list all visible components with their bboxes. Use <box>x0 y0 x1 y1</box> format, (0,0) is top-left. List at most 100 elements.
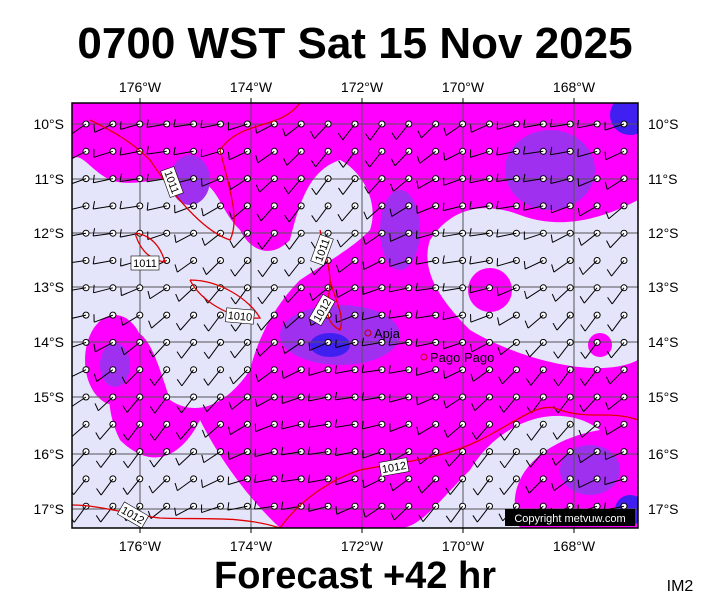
barb-flag <box>283 295 289 303</box>
barb-flag <box>471 403 476 411</box>
barb-shaft <box>469 205 490 210</box>
barb-shaft <box>415 314 436 319</box>
barb-shaft <box>206 396 221 413</box>
barb-flag <box>120 317 124 326</box>
wind-barb <box>442 283 467 292</box>
barb-flag <box>308 342 311 351</box>
wind-barb <box>175 284 198 302</box>
wind-barb <box>92 174 117 184</box>
barb-flag <box>471 432 477 440</box>
lat-label: 17°S <box>648 501 679 517</box>
barb-flag <box>444 459 450 467</box>
wind-barb <box>389 257 413 267</box>
wind-barb <box>497 338 520 356</box>
barb-shaft <box>443 205 463 212</box>
barb-flag <box>553 351 559 359</box>
barb-flag <box>281 420 284 429</box>
lat-label: 15°S <box>648 389 679 405</box>
wind-barb <box>120 284 144 297</box>
barb-shaft <box>580 451 598 464</box>
barb-flag <box>605 401 609 410</box>
barb-shaft <box>122 314 141 326</box>
barb-shaft <box>477 478 490 496</box>
barb-shaft <box>421 123 437 139</box>
wind-barb <box>470 366 493 382</box>
barb-flag <box>526 378 532 386</box>
wind-barb <box>445 502 467 523</box>
barb-shaft <box>202 205 221 217</box>
barb-flag <box>92 201 96 210</box>
barb-flag <box>67 203 68 211</box>
wind-barb <box>122 448 144 469</box>
barb-flag <box>336 264 340 273</box>
barb-flag <box>256 213 262 222</box>
barb-shaft <box>229 150 248 161</box>
barb-flag <box>174 482 178 491</box>
barb-flag <box>67 370 68 378</box>
barb-flag <box>174 234 177 243</box>
barb-shaft <box>580 232 598 246</box>
barb-flag <box>255 373 259 382</box>
barb-flag <box>255 348 261 357</box>
wind-barb <box>418 502 440 522</box>
barb-shaft <box>504 424 517 441</box>
barb-flag <box>362 509 366 518</box>
barb-flag <box>606 269 612 277</box>
wind-barb <box>148 311 171 329</box>
barb-flag <box>307 474 311 483</box>
barb-flag <box>551 457 557 466</box>
shade-area <box>100 343 130 387</box>
barb-flag <box>524 320 529 329</box>
wind-barb <box>361 420 386 430</box>
barb-flag <box>311 215 317 223</box>
barb-shaft <box>147 232 167 240</box>
barb-flag <box>67 400 69 408</box>
barb-flag <box>496 287 499 296</box>
barb-shaft <box>496 205 517 210</box>
barb-flag <box>416 155 421 164</box>
barb-shaft <box>72 451 87 467</box>
barb-shaft <box>342 123 356 141</box>
wind-barb <box>200 147 224 158</box>
barb-shaft <box>233 369 248 385</box>
wind-barb <box>553 366 574 387</box>
barb-flag <box>147 290 151 299</box>
barb-shaft <box>416 205 436 214</box>
barb-shaft <box>93 178 114 184</box>
barb-shaft <box>611 287 625 305</box>
lat-label: 12°S <box>648 225 679 241</box>
barb-shaft <box>152 342 168 358</box>
wind-barb <box>310 120 332 139</box>
wind-barb <box>551 257 574 273</box>
wind-barb <box>607 284 628 305</box>
wind-barb <box>389 202 413 217</box>
barb-flag <box>577 207 581 217</box>
wind-barb <box>604 120 628 131</box>
barb-shaft <box>443 178 463 186</box>
barb-flag <box>576 119 580 128</box>
barb-shaft <box>445 123 463 136</box>
barb-flag <box>119 147 122 156</box>
barb-shaft <box>418 178 436 189</box>
wind-barb <box>72 284 90 292</box>
barb-shaft <box>365 505 383 518</box>
barb-shaft <box>530 424 544 441</box>
wind-barb <box>523 229 547 240</box>
barb-shaft <box>204 232 221 246</box>
isobar <box>72 504 281 528</box>
wind-barb <box>549 118 574 128</box>
barb-shaft <box>100 451 114 468</box>
wind-barb <box>281 393 305 404</box>
barb-shaft <box>391 205 410 217</box>
barb-flag <box>469 201 472 210</box>
barb-flag <box>148 485 154 494</box>
wind-barb <box>551 448 574 466</box>
barb-flag <box>93 124 96 133</box>
wind-barb <box>444 448 467 467</box>
wind-barb <box>335 284 359 298</box>
barb-shaft <box>281 451 302 456</box>
barb-shaft <box>469 178 490 184</box>
barb-flag <box>579 378 586 386</box>
barb-shaft <box>335 341 356 349</box>
